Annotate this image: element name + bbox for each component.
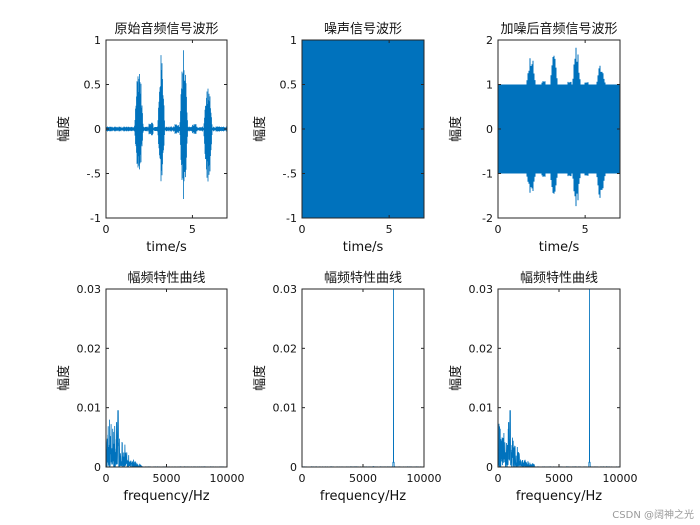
subplot-5: 0 5000 10000 0 0.01 0.02 0.03 幅频特性曲线 frequency/H… xyxy=(252,271,442,504)
watermark: CSDN @阔神之光 xyxy=(612,510,694,521)
y-tick-label: 0 xyxy=(486,461,493,474)
x-tick-label: 0 xyxy=(103,223,110,236)
y-tick-label: 0.5 xyxy=(280,79,298,92)
x-tick-label: 0 xyxy=(103,472,110,485)
y-tick-label: -.5 xyxy=(283,168,297,181)
series-trace xyxy=(498,47,620,207)
y-tick-label: 0.02 xyxy=(273,342,298,355)
y-axis-label: 幅度 xyxy=(252,116,268,142)
y-tick-label: -.5 xyxy=(87,168,101,181)
subplot-3: 0 5 -2 -1 0 1 2 加噪后音频信号波形 time/s 幅度 xyxy=(448,21,621,255)
subplot-4: 0 5000 10000 0 0.01 0.02 0.03 幅频特性曲线 frequency/H… xyxy=(56,271,245,504)
x-tick-label: 5 xyxy=(386,223,393,236)
signal-excursions xyxy=(526,47,606,207)
y-axis-label: 幅度 xyxy=(448,116,464,142)
x-tick-label: 10000 xyxy=(603,472,638,485)
y-tick-label: 0.03 xyxy=(273,283,298,296)
axes-box xyxy=(105,288,228,468)
x-axis-label: time/s xyxy=(539,240,580,255)
y-tick-label: 1 xyxy=(94,34,101,47)
series-trace xyxy=(106,50,227,199)
chart-title: 原始音频信号波形 xyxy=(114,21,218,37)
y-tick-label: 0.5 xyxy=(84,79,102,92)
subplot-1: 0 5 -1 -.5 0 0.5 1 原始音频信号波形 time/s 幅度 xyxy=(56,21,228,255)
y-tick-label: -1 xyxy=(286,212,297,225)
waveform-path xyxy=(106,50,227,199)
y-tick-label: 1 xyxy=(290,34,297,47)
x-tick-label: 0 xyxy=(495,223,502,236)
x-tick-label: 10000 xyxy=(210,472,245,485)
y-tick-label: -1 xyxy=(90,212,101,225)
x-tick-label: 0 xyxy=(299,223,306,236)
series-trace xyxy=(302,40,424,218)
x-tick-label: 5 xyxy=(189,223,196,236)
noise-fill xyxy=(302,40,424,218)
y-tick-label: 0.02 xyxy=(77,342,102,355)
chart-title: 加噪后音频信号波形 xyxy=(500,21,617,37)
y-tick-label: 0 xyxy=(94,123,101,136)
y-axis-label: 幅度 xyxy=(56,365,72,391)
chart-title: 幅频特性曲线 xyxy=(324,271,402,286)
y-tick-label: 0 xyxy=(290,461,297,474)
spectrum-path xyxy=(498,289,620,467)
y-tick-label: 0 xyxy=(290,123,297,136)
series-trace xyxy=(106,410,227,467)
y-tick-label: 0.01 xyxy=(77,402,102,415)
spectrum-path xyxy=(106,410,227,467)
x-axis-label: frequency/Hz xyxy=(516,489,602,504)
x-tick-label: 10000 xyxy=(407,472,442,485)
chart-title: 幅频特性曲线 xyxy=(127,271,205,286)
x-tick-label: 5 xyxy=(582,223,589,236)
x-tick-label: 5000 xyxy=(349,472,377,485)
subplot-6: 0 5000 10000 0 0.01 0.02 0.03 幅频特性曲线 frequency/H… xyxy=(448,271,638,504)
x-tick-label: 5000 xyxy=(545,472,573,485)
y-axis-label: 幅度 xyxy=(448,365,464,391)
y-tick-label: 0.02 xyxy=(469,342,494,355)
y-tick-label: 0.01 xyxy=(469,402,494,415)
chart-title: 幅频特性曲线 xyxy=(520,271,598,286)
y-tick-label: 0 xyxy=(486,123,493,136)
y-tick-label: 0.03 xyxy=(77,283,102,296)
series-trace xyxy=(498,289,620,467)
x-tick-label: 5000 xyxy=(153,472,181,485)
y-tick-label: 0 xyxy=(94,461,101,474)
y-tick-label: -1 xyxy=(482,168,493,181)
x-axis-label: time/s xyxy=(146,240,187,255)
x-tick-label: 0 xyxy=(299,472,306,485)
x-axis-label: frequency/Hz xyxy=(320,489,406,504)
x-tick-label: 0 xyxy=(495,472,502,485)
y-axis-label: 幅度 xyxy=(56,116,72,142)
axes-box xyxy=(497,288,621,468)
axes-box xyxy=(301,288,425,468)
chart-title: 噪声信号波形 xyxy=(324,22,402,37)
x-axis-label: time/s xyxy=(343,240,384,255)
y-tick-label: 2 xyxy=(486,34,493,47)
y-tick-label: 0.01 xyxy=(273,402,298,415)
y-tick-label: 0.03 xyxy=(469,283,494,296)
subplot-2: 0 5 -1 -.5 0 0.5 1 噪声信号波形 time/s 幅度 xyxy=(252,22,425,255)
y-axis-label: 幅度 xyxy=(252,365,268,391)
y-tick-label: -2 xyxy=(482,212,493,225)
y-tick-label: 1 xyxy=(486,79,493,92)
x-axis-label: frequency/Hz xyxy=(123,489,209,504)
